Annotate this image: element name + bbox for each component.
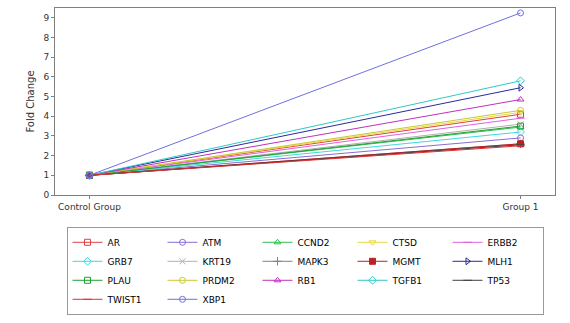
svg-text:6: 6	[43, 72, 49, 82]
svg-text:9: 9	[43, 13, 49, 23]
svg-text:Group 1: Group 1	[503, 202, 539, 212]
svg-text:TWIST1: TWIST1	[107, 295, 142, 305]
svg-text:0: 0	[43, 190, 49, 200]
svg-text:1: 1	[43, 170, 49, 180]
svg-text:MLH1: MLH1	[488, 257, 513, 267]
svg-text:PRDM2: PRDM2	[203, 276, 235, 286]
svg-text:PLAU: PLAU	[108, 276, 131, 286]
svg-text:ATM: ATM	[203, 238, 222, 248]
svg-text:TGFB1: TGFB1	[392, 276, 423, 286]
svg-text:CCND2: CCND2	[298, 238, 330, 248]
svg-text:3: 3	[43, 131, 49, 141]
svg-text:GRB7: GRB7	[108, 257, 133, 267]
svg-text:TP53: TP53	[487, 276, 510, 286]
svg-text:4: 4	[43, 111, 49, 121]
svg-text:KRT19: KRT19	[203, 257, 232, 267]
svg-text:MGMT: MGMT	[393, 257, 422, 267]
svg-text:MAPK3: MAPK3	[298, 257, 329, 267]
svg-text:RB1: RB1	[298, 276, 316, 286]
svg-text:XBP1: XBP1	[203, 295, 227, 305]
svg-text:2: 2	[43, 151, 49, 161]
svg-text:Control Group: Control Group	[58, 202, 121, 212]
svg-text:ERBB2: ERBB2	[488, 238, 518, 248]
svg-text:5: 5	[43, 92, 49, 102]
svg-text:8: 8	[43, 33, 49, 43]
svg-text:AR: AR	[108, 238, 120, 248]
svg-text:Fold Change: Fold Change	[25, 70, 36, 132]
svg-text:CTSD: CTSD	[393, 238, 417, 248]
svg-text:7: 7	[43, 52, 49, 62]
